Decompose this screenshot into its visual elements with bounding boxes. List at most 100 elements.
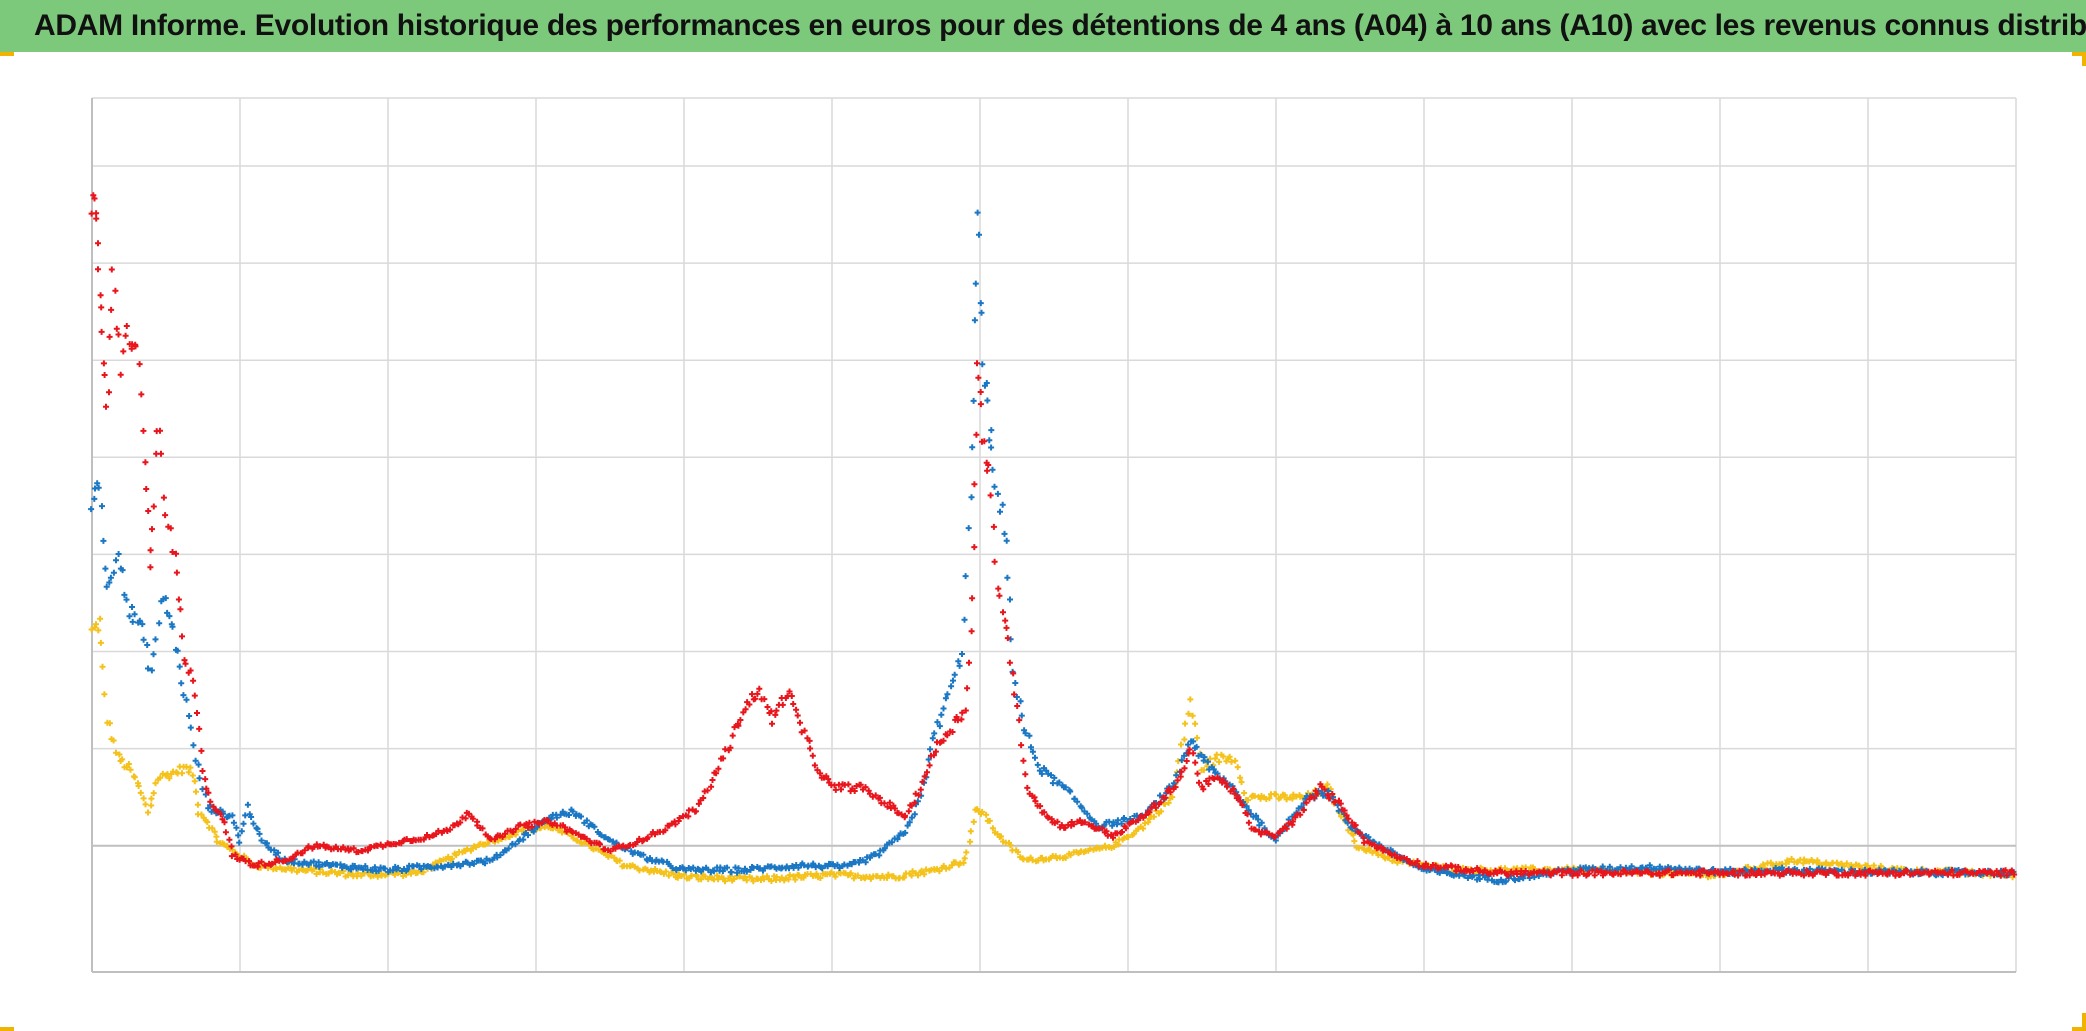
data-point bbox=[196, 725, 203, 732]
data-point bbox=[102, 565, 109, 572]
data-point bbox=[1074, 798, 1081, 805]
data-point bbox=[727, 744, 734, 751]
data-point bbox=[985, 462, 992, 468]
data-point bbox=[1111, 843, 1118, 850]
data-point bbox=[999, 501, 1006, 508]
data-point bbox=[1081, 819, 1088, 826]
title-bar: ADAM Informe. Evolution historique des p… bbox=[0, 0, 2086, 52]
data-point bbox=[1577, 867, 1584, 874]
data-point bbox=[929, 735, 936, 742]
data-point bbox=[316, 863, 323, 870]
data-point bbox=[126, 613, 133, 620]
data-point bbox=[977, 401, 984, 408]
data-point bbox=[1002, 617, 1009, 624]
data-point bbox=[301, 847, 308, 854]
data-point bbox=[1146, 809, 1153, 816]
data-point bbox=[512, 841, 519, 848]
data-point bbox=[1831, 868, 1838, 875]
data-point bbox=[872, 792, 879, 799]
data-point bbox=[150, 651, 157, 658]
data-point bbox=[136, 361, 143, 368]
data-point bbox=[499, 833, 506, 840]
data-point bbox=[213, 833, 220, 840]
data-point bbox=[1567, 867, 1574, 874]
data-point bbox=[441, 863, 448, 870]
data-point bbox=[190, 742, 197, 749]
data-point bbox=[202, 776, 209, 783]
data-point bbox=[699, 866, 706, 873]
data-point bbox=[123, 764, 130, 771]
data-point bbox=[1182, 720, 1189, 727]
data-point bbox=[1253, 812, 1260, 819]
data-point bbox=[1130, 830, 1137, 837]
data-point bbox=[735, 722, 742, 729]
data-point bbox=[1026, 732, 1033, 739]
data-point bbox=[902, 812, 908, 819]
data-point bbox=[185, 769, 192, 776]
data-point bbox=[210, 803, 217, 810]
data-point bbox=[180, 692, 187, 699]
data-point bbox=[967, 828, 974, 835]
data-point bbox=[959, 651, 965, 657]
data-point bbox=[244, 801, 251, 808]
data-point bbox=[235, 832, 242, 839]
data-point bbox=[940, 737, 947, 744]
data-point bbox=[191, 692, 198, 699]
data-point bbox=[987, 492, 994, 499]
data-point bbox=[462, 815, 469, 822]
data-point bbox=[525, 832, 531, 839]
data-point bbox=[254, 825, 261, 832]
data-point bbox=[1371, 842, 1378, 848]
data-point bbox=[187, 764, 194, 771]
data-point bbox=[1245, 807, 1252, 814]
data-point bbox=[1178, 768, 1185, 775]
data-point bbox=[187, 724, 194, 731]
data-point bbox=[1224, 783, 1230, 790]
data-point bbox=[121, 591, 128, 598]
data-point bbox=[786, 688, 793, 695]
data-point bbox=[1110, 834, 1116, 841]
data-point bbox=[1190, 738, 1197, 745]
data-point bbox=[888, 839, 895, 846]
data-point bbox=[1056, 779, 1063, 786]
data-point bbox=[110, 569, 117, 576]
data-point bbox=[173, 550, 179, 557]
data-point bbox=[187, 667, 194, 674]
data-point bbox=[90, 192, 97, 199]
data-point bbox=[1228, 758, 1235, 765]
data-point bbox=[989, 825, 996, 832]
data-point bbox=[1350, 831, 1357, 838]
data-point bbox=[435, 827, 442, 834]
data-point bbox=[1697, 872, 1704, 879]
data-point bbox=[484, 840, 491, 847]
data-point bbox=[97, 639, 104, 646]
data-point bbox=[735, 865, 742, 872]
data-point bbox=[142, 801, 149, 808]
data-point bbox=[1151, 800, 1157, 807]
data-point bbox=[710, 868, 717, 875]
data-point bbox=[562, 824, 568, 831]
data-point bbox=[708, 783, 715, 790]
data-point bbox=[371, 864, 378, 871]
data-point bbox=[911, 811, 918, 818]
data-point bbox=[834, 861, 841, 868]
data-point bbox=[949, 729, 956, 735]
data-point bbox=[97, 615, 104, 622]
data-point bbox=[695, 800, 702, 807]
data-point bbox=[140, 795, 147, 802]
data-point bbox=[713, 770, 720, 777]
data-point bbox=[1200, 767, 1207, 774]
data-point bbox=[1856, 868, 1863, 875]
data-point bbox=[1258, 819, 1265, 826]
data-point bbox=[950, 677, 956, 684]
data-point bbox=[1788, 855, 1795, 862]
data-point bbox=[1029, 748, 1036, 755]
data-point bbox=[662, 827, 669, 834]
data-point bbox=[99, 503, 105, 510]
data-point bbox=[198, 747, 205, 754]
data-point bbox=[1152, 804, 1159, 811]
data-point bbox=[100, 360, 107, 367]
data-point bbox=[101, 691, 108, 698]
data-point bbox=[469, 815, 476, 822]
data-point bbox=[152, 636, 159, 643]
